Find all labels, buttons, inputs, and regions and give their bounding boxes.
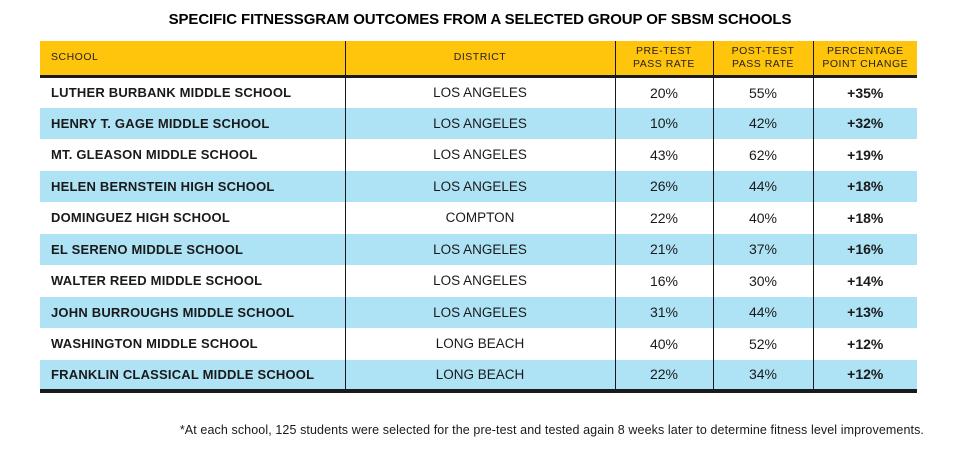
cell-pre-test-pass-rate: 20% bbox=[614, 76, 713, 108]
cell-district: LONG BEACH bbox=[344, 328, 615, 360]
column-header-school: SCHOOL bbox=[40, 41, 345, 78]
cell-pre-test-pass-rate: 22% bbox=[614, 359, 713, 391]
cell-percentage-point-change: +13% bbox=[812, 296, 917, 328]
cell-pre-test-pass-rate: 21% bbox=[614, 233, 713, 265]
cell-district: LOS ANGELES bbox=[344, 265, 615, 297]
cell-school-name: JOHN BURROUGHS MIDDLE SCHOOL bbox=[51, 304, 295, 320]
cell-post-test-pass-rate: 62% bbox=[712, 139, 813, 171]
column-header-post-test-pass-rate: POST-TEST PASS RATE bbox=[712, 41, 813, 78]
cell-post-test-pass-rate: 34% bbox=[712, 359, 813, 391]
cell-percentage-point-change: +35% bbox=[812, 76, 917, 108]
cell-pre-test-pass-rate: 31% bbox=[614, 296, 713, 328]
cell-school-name: DOMINGUEZ HIGH SCHOOL bbox=[51, 210, 230, 226]
cell-percentage-point-change: +16% bbox=[812, 233, 917, 265]
cell-post-test-pass-rate: 40% bbox=[712, 202, 813, 234]
table-row: FRANKLIN CLASSICAL MIDDLE SCHOOL LONG BE… bbox=[40, 359, 917, 391]
cell-school-name: WALTER REED MIDDLE SCHOOL bbox=[51, 273, 263, 289]
cell-district: LOS ANGELES bbox=[344, 139, 615, 171]
cell-post-test-pass-rate: 30% bbox=[712, 265, 813, 297]
cell-school-name: EL SERENO MIDDLE SCHOOL bbox=[51, 241, 244, 257]
cell-percentage-point-change: +18% bbox=[812, 202, 917, 234]
cell-percentage-point-change: +19% bbox=[812, 139, 917, 171]
table-row: HELEN BERNSTEIN HIGH SCHOOL LOS ANGELES … bbox=[40, 170, 917, 202]
cell-pre-test-pass-rate: 22% bbox=[614, 202, 713, 234]
cell-post-test-pass-rate: 44% bbox=[712, 296, 813, 328]
cell-district: LOS ANGELES bbox=[344, 296, 615, 328]
cell-pre-test-pass-rate: 40% bbox=[614, 328, 713, 360]
cell-pre-test-pass-rate: 16% bbox=[614, 265, 713, 297]
cell-percentage-point-change: +32% bbox=[812, 107, 917, 139]
cell-district: LOS ANGELES bbox=[344, 170, 615, 202]
fitnessgram-outcomes-table: SCHOOL DISTRICT PRE-TEST PASS RATE POST-… bbox=[40, 41, 917, 393]
table-row: WASHINGTON MIDDLE SCHOOL LONG BEACH 40% … bbox=[40, 328, 917, 360]
table-row: MT. GLEASON MIDDLE SCHOOL LOS ANGELES 43… bbox=[40, 139, 917, 171]
cell-post-test-pass-rate: 44% bbox=[712, 170, 813, 202]
cell-district: COMPTON bbox=[344, 202, 615, 234]
cell-district: LOS ANGELES bbox=[344, 233, 615, 265]
table-header-row: SCHOOL DISTRICT PRE-TEST PASS RATE POST-… bbox=[40, 41, 917, 78]
cell-post-test-pass-rate: 37% bbox=[712, 233, 813, 265]
column-header-pre-test-pass-rate: PRE-TEST PASS RATE bbox=[614, 41, 713, 78]
table-row: EL SERENO MIDDLE SCHOOL LOS ANGELES 21% … bbox=[40, 233, 917, 265]
cell-district: LONG BEACH bbox=[344, 359, 615, 391]
table-row: JOHN BURROUGHS MIDDLE SCHOOL LOS ANGELES… bbox=[40, 296, 917, 328]
cell-school-name: MT. GLEASON MIDDLE SCHOOL bbox=[51, 147, 258, 163]
column-header-percentage-point-change: PERCENTAGE POINT CHANGE bbox=[812, 41, 917, 78]
footnote: *At each school, 125 students were selec… bbox=[179, 423, 924, 437]
cell-district: LOS ANGELES bbox=[344, 107, 615, 139]
cell-pre-test-pass-rate: 26% bbox=[614, 170, 713, 202]
cell-percentage-point-change: +12% bbox=[812, 328, 917, 360]
cell-school-name: HENRY T. GAGE MIDDLE SCHOOL bbox=[51, 115, 270, 131]
cell-post-test-pass-rate: 52% bbox=[712, 328, 813, 360]
table-row: DOMINGUEZ HIGH SCHOOL COMPTON 22% 40% +1… bbox=[40, 202, 917, 234]
cell-school-name: FRANKLIN CLASSICAL MIDDLE SCHOOL bbox=[51, 366, 315, 382]
cell-district: LOS ANGELES bbox=[344, 76, 615, 108]
table-row: LUTHER BURBANK MIDDLE SCHOOL LOS ANGELES… bbox=[40, 76, 917, 108]
cell-percentage-point-change: +18% bbox=[812, 170, 917, 202]
page-title: SPECIFIC FITNESSGRAM OUTCOMES FROM A SEL… bbox=[168, 11, 792, 28]
cell-school-name: LUTHER BURBANK MIDDLE SCHOOL bbox=[51, 85, 292, 100]
cell-percentage-point-change: +12% bbox=[812, 359, 917, 391]
cell-pre-test-pass-rate: 43% bbox=[614, 139, 713, 171]
table-header: SCHOOL DISTRICT PRE-TEST PASS RATE POST-… bbox=[40, 41, 917, 78]
cell-pre-test-pass-rate: 10% bbox=[614, 107, 713, 139]
table-row: HENRY T. GAGE MIDDLE SCHOOL LOS ANGELES … bbox=[40, 107, 917, 139]
cell-post-test-pass-rate: 55% bbox=[712, 76, 813, 108]
cell-post-test-pass-rate: 42% bbox=[712, 107, 813, 139]
table-body: LUTHER BURBANK MIDDLE SCHOOL LOS ANGELES… bbox=[40, 76, 917, 391]
cell-school-name: WASHINGTON MIDDLE SCHOOL bbox=[51, 336, 258, 352]
column-header-district: DISTRICT bbox=[344, 41, 615, 78]
cell-percentage-point-change: +14% bbox=[812, 265, 917, 297]
table-row: WALTER REED MIDDLE SCHOOL LOS ANGELES 16… bbox=[40, 265, 917, 297]
cell-school-name: HELEN BERNSTEIN HIGH SCHOOL bbox=[51, 178, 275, 194]
